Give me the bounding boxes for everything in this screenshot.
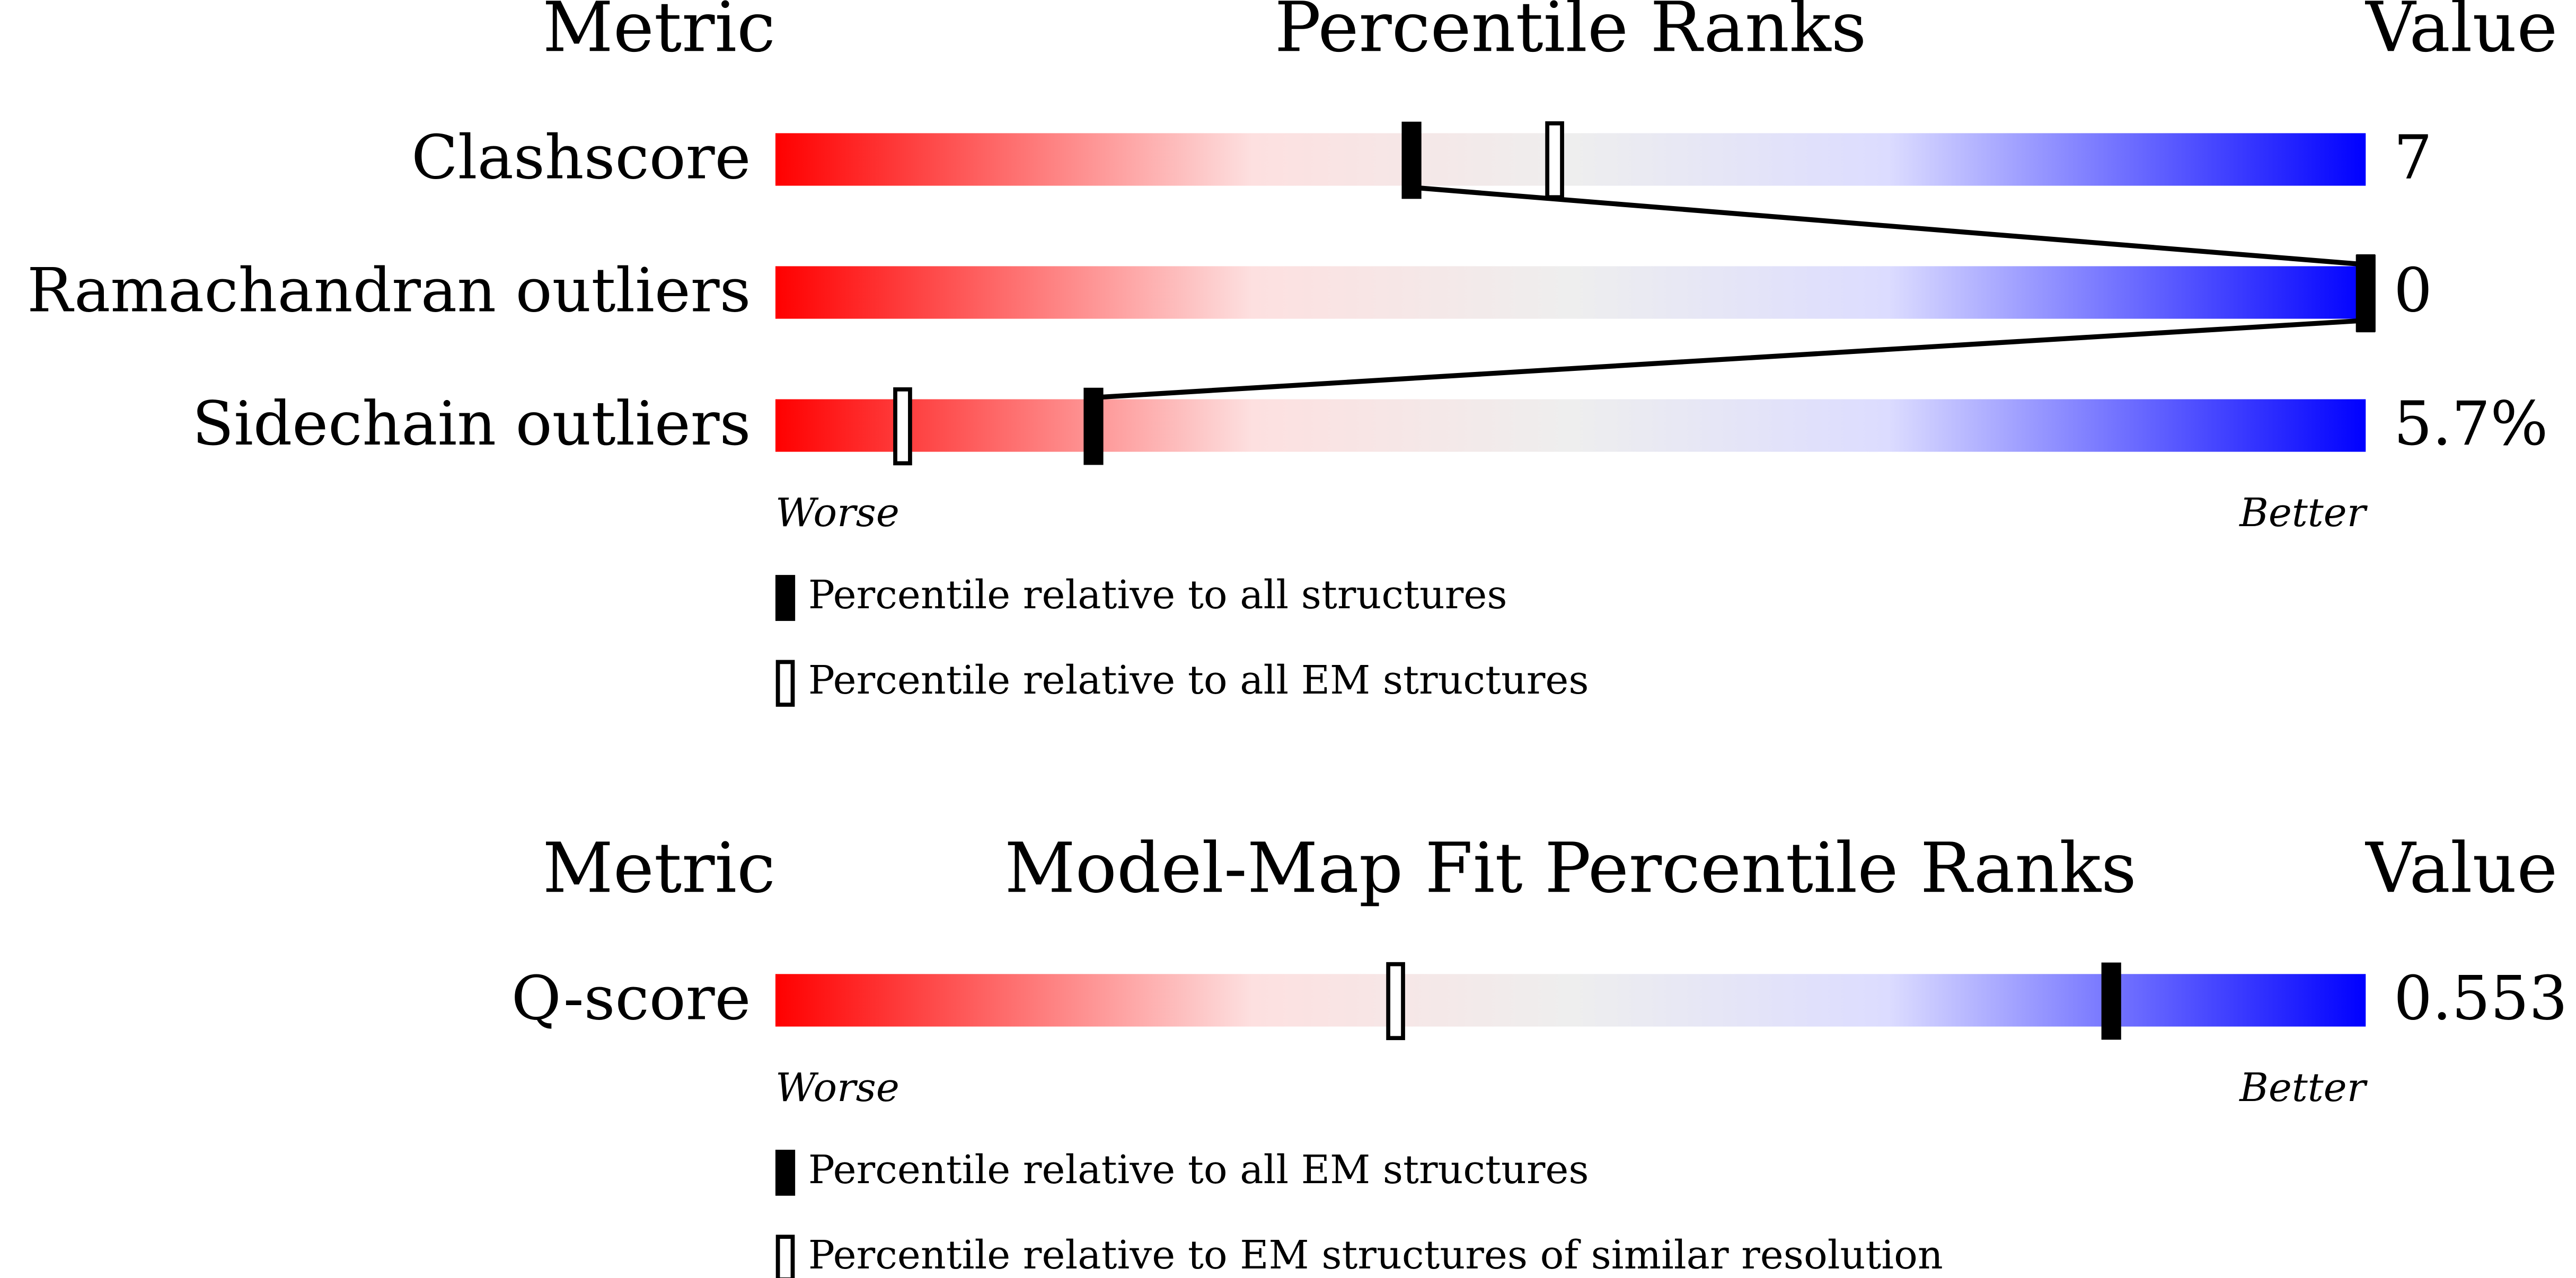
better-label: Better xyxy=(2238,490,2368,536)
em-marker xyxy=(1386,962,1405,1041)
metric-value: 7 xyxy=(2394,123,2432,193)
em-marker xyxy=(1545,121,1564,200)
legend-filled-text: Percentile relative to all EM structures xyxy=(808,1147,1589,1193)
metric-name: Q-score xyxy=(511,964,751,1034)
legend-open-text: Percentile relative to EM structures of … xyxy=(808,1232,1943,1278)
value-header: Value xyxy=(2365,0,2557,67)
metric-header: Metric xyxy=(543,828,775,908)
legend-filled-text: Percentile relative to all structures xyxy=(808,572,1507,618)
legend-filled-icon xyxy=(775,575,796,621)
gradient-bar xyxy=(775,133,2366,186)
better-label: Better xyxy=(2238,1064,2368,1111)
legend-open-icon xyxy=(775,660,795,707)
gradient-bar xyxy=(775,399,2366,452)
metric-header: Metric xyxy=(543,0,775,67)
worse-label: Worse xyxy=(775,490,899,536)
connector-line xyxy=(1093,185,2368,401)
panel-title: Model-Map Fit Percentile Ranks xyxy=(1004,828,2137,908)
em-marker xyxy=(893,387,912,466)
all-marker xyxy=(1083,387,1104,465)
all-marker xyxy=(2101,962,2121,1040)
metric-value: 5.7% xyxy=(2394,389,2548,459)
gradient-bar xyxy=(775,974,2366,1027)
panel-title: Percentile Ranks xyxy=(1275,0,1867,67)
metric-name: Sidechain outliers xyxy=(192,389,751,459)
metric-name: Ramachandran outliers xyxy=(27,256,751,326)
legend-open-icon xyxy=(775,1235,795,1278)
metric-value: 0.553 xyxy=(2394,964,2568,1034)
metric-name: Clashscore xyxy=(411,123,751,193)
legend-filled-icon xyxy=(775,1149,796,1196)
gradient-bar xyxy=(775,266,2366,319)
metric-value: 0 xyxy=(2394,256,2432,326)
value-header: Value xyxy=(2365,828,2557,908)
legend-open-text: Percentile relative to all EM structures xyxy=(808,657,1589,703)
worse-label: Worse xyxy=(775,1064,899,1111)
